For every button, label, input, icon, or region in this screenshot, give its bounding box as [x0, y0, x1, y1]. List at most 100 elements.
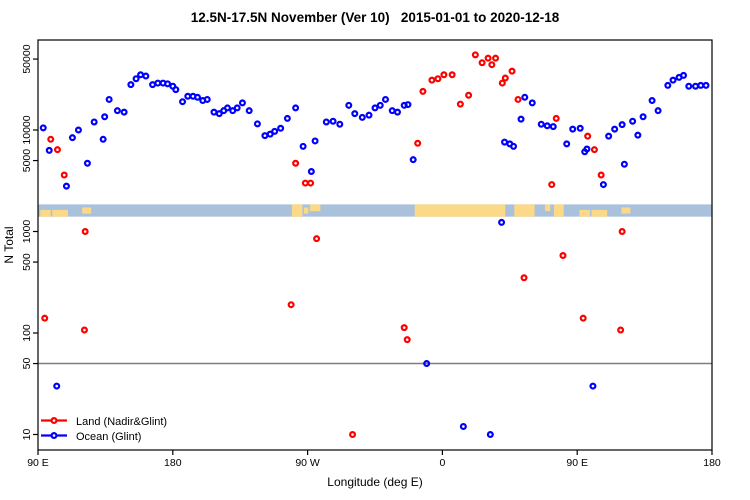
data-point-ocean — [149, 81, 157, 89]
data-point-ocean — [358, 113, 366, 121]
data-point-ocean — [599, 181, 607, 189]
map-band-land-segment — [52, 209, 68, 217]
data-point-land — [552, 114, 560, 122]
data-point-land — [465, 91, 473, 99]
data-point-ocean — [459, 422, 467, 430]
plot-box — [37, 39, 713, 451]
data-point-ocean — [179, 98, 187, 106]
data-point-land — [548, 181, 556, 189]
data-point-land — [307, 179, 315, 187]
data-point-ocean — [53, 382, 61, 390]
data-point-ocean — [664, 81, 672, 89]
data-point-ocean — [634, 131, 642, 139]
map-band-land-segment — [291, 204, 303, 217]
data-point-ocean — [283, 114, 291, 122]
data-point-ocean — [563, 140, 571, 148]
x-axis-tick-label: 0 — [439, 457, 445, 469]
map-band-land-segment — [514, 204, 535, 217]
data-point-ocean — [371, 104, 379, 112]
y-axis-tick-label: 10000 — [21, 115, 33, 144]
data-point-ocean — [648, 97, 656, 105]
data-point-ocean — [210, 108, 218, 116]
data-point-ocean — [543, 122, 551, 130]
data-point-ocean — [365, 111, 373, 119]
data-point-land — [456, 100, 464, 108]
data-point-land — [419, 87, 427, 95]
data-point-ocean — [90, 118, 98, 126]
map-band-land-segment — [309, 204, 321, 212]
data-point-land — [579, 314, 587, 322]
data-point-land — [520, 274, 528, 282]
data-point-ocean — [680, 71, 688, 79]
data-point-ocean — [381, 95, 389, 103]
x-axis-label: Longitude (deg E) — [327, 475, 422, 489]
data-point-land — [501, 74, 509, 82]
data-point-ocean — [74, 126, 82, 134]
data-point-ocean — [172, 86, 180, 94]
data-point-land — [414, 139, 422, 147]
data-point-ocean — [351, 110, 359, 118]
map-band-land-segment — [579, 209, 590, 217]
data-point-land — [471, 51, 479, 59]
data-point-land — [618, 228, 626, 236]
data-point-land — [514, 95, 522, 103]
data-point-ocean — [120, 108, 128, 116]
x-axis-tick-label: 90 E — [566, 457, 588, 469]
data-point-ocean — [589, 382, 597, 390]
data-point-land — [47, 135, 55, 143]
data-point-ocean — [223, 104, 231, 112]
data-point-ocean — [194, 93, 202, 101]
data-point-land — [484, 54, 492, 62]
y-axis-tick-label: 100 — [21, 324, 33, 342]
data-point-ocean — [549, 123, 557, 131]
data-point-land — [400, 324, 408, 332]
data-point-land — [403, 336, 411, 344]
data-point-ocean — [292, 104, 300, 112]
data-point-ocean — [99, 135, 107, 143]
data-point-land — [584, 132, 592, 140]
data-point-land — [313, 235, 321, 243]
data-point-ocean — [669, 76, 677, 84]
data-point-ocean — [576, 124, 584, 132]
data-point-ocean — [329, 117, 337, 125]
legend-symbol-circle — [50, 417, 58, 425]
data-point-ocean — [528, 99, 536, 107]
data-point-ocean — [486, 431, 494, 439]
data-point-ocean — [692, 82, 700, 90]
data-point-ocean — [388, 107, 396, 115]
data-point-ocean — [521, 93, 529, 101]
data-point-ocean — [498, 218, 506, 226]
data-point-ocean — [132, 75, 140, 83]
data-point-ocean — [261, 132, 269, 140]
x-axis-tick-label: 90 W — [295, 457, 320, 469]
x-axis-tick-label: 180 — [703, 457, 721, 469]
legend-label-ocean: Ocean (Glint) — [76, 431, 141, 443]
x-axis-tick-label: 180 — [164, 457, 182, 469]
map-band-ocean — [38, 204, 712, 217]
data-point-land — [508, 67, 516, 75]
data-point-ocean — [142, 72, 150, 80]
data-point-land — [559, 252, 567, 260]
data-point-land — [448, 71, 456, 79]
data-point-ocean — [393, 108, 401, 116]
data-point-land — [301, 179, 309, 187]
data-point-ocean — [618, 121, 626, 129]
data-point-ocean — [501, 138, 509, 146]
data-point-ocean — [611, 125, 619, 133]
data-point-ocean — [266, 130, 274, 138]
data-point-ocean — [605, 132, 613, 140]
data-point-ocean — [685, 82, 693, 90]
data-point-land — [492, 54, 500, 62]
data-point-land — [292, 159, 300, 167]
data-point-ocean — [233, 104, 241, 112]
y-axis-tick-label: 5000 — [21, 149, 33, 173]
legend-symbol-circle — [50, 432, 58, 440]
data-point-ocean — [113, 107, 121, 115]
map-band-land-segment — [303, 207, 309, 214]
data-point-ocean — [154, 79, 162, 87]
data-point-ocean — [322, 118, 330, 126]
data-point-ocean — [569, 125, 577, 133]
data-point-land — [617, 326, 625, 334]
data-point-ocean — [184, 92, 192, 100]
map-band-land-segment — [82, 207, 92, 214]
